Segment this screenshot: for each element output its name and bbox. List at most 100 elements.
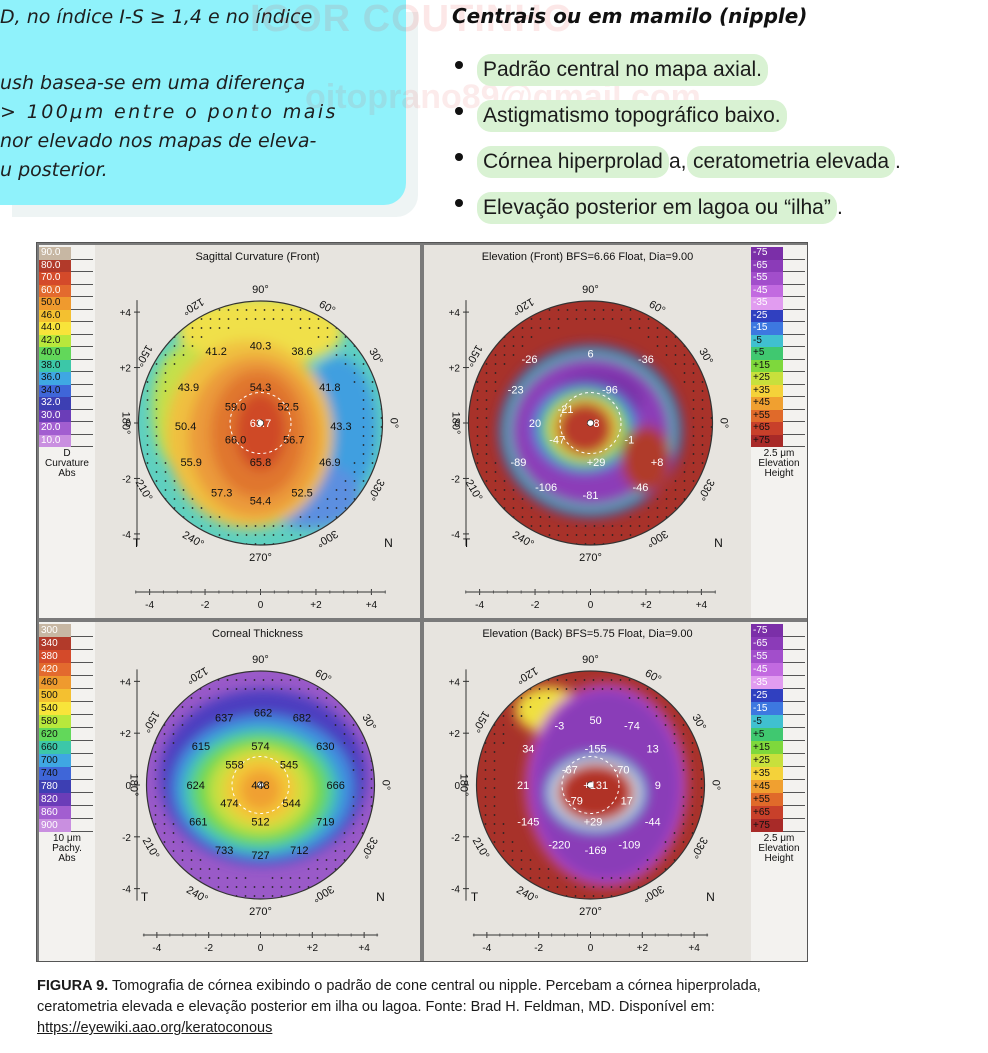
grid-dot — [362, 372, 365, 374]
grid-dot — [701, 444, 704, 446]
grid-dot — [565, 679, 568, 681]
grid-dot — [245, 318, 248, 320]
scale-label: -25 — [751, 689, 783, 702]
grid-dot — [163, 751, 166, 753]
bullet-text: . — [895, 150, 901, 173]
grid-dot — [289, 688, 292, 690]
grid-dot — [494, 390, 497, 392]
map-value: 55.9 — [180, 457, 201, 469]
angle-label: 270° — [249, 906, 272, 918]
grid-dot — [629, 309, 632, 311]
grid-dot — [155, 453, 158, 455]
y-tick-label: +4 — [449, 308, 461, 319]
grid-dot — [629, 525, 632, 527]
grid-dot — [236, 534, 239, 536]
scale-label: +35 — [751, 384, 783, 397]
grid-dot — [289, 886, 292, 888]
grid-dot — [682, 733, 685, 735]
grid-dot — [502, 823, 505, 825]
scale-tick — [783, 793, 805, 806]
grid-dot — [503, 498, 506, 500]
grid-dot — [629, 516, 632, 518]
map-value: -81 — [583, 490, 599, 502]
angle-label: 120° — [514, 664, 540, 686]
grid-dot — [521, 327, 524, 329]
grid-dot — [146, 453, 149, 455]
grid-dot — [281, 318, 284, 320]
grid-dot — [190, 706, 193, 708]
scale-tick — [71, 780, 93, 793]
grid-dot — [217, 688, 220, 690]
grid-dot — [226, 886, 229, 888]
grid-dot — [325, 706, 328, 708]
grid-dot — [638, 525, 641, 527]
scale-label: 70.0 — [39, 272, 71, 285]
grid-dot — [583, 886, 586, 888]
grid-dot — [146, 390, 149, 392]
scale-label: 780 — [39, 780, 71, 793]
bullet-text: a, — [669, 150, 687, 173]
scale-unit: Abs — [39, 854, 95, 864]
map-value: -169 — [585, 845, 607, 857]
grid-dot — [154, 778, 157, 780]
scale-tick — [783, 702, 805, 715]
grid-dot — [344, 354, 347, 356]
scale-tick — [71, 410, 93, 422]
grid-dot — [575, 534, 578, 536]
grid-dot — [371, 408, 374, 410]
grid-dot — [539, 516, 542, 518]
scale-label: -45 — [751, 284, 783, 297]
grid-dot — [485, 390, 488, 392]
center-value: 63.7 — [250, 418, 271, 430]
grid-dot — [547, 688, 550, 690]
grid-dot — [628, 697, 631, 699]
grid-dot — [172, 850, 175, 852]
grid-dot — [530, 525, 533, 527]
grid-dot — [674, 354, 677, 356]
grid-dot — [254, 534, 257, 536]
grid-dot — [691, 751, 694, 753]
grid-dot — [574, 877, 577, 879]
pupil-circle — [229, 392, 292, 454]
grid-dot — [353, 480, 356, 482]
grid-dot — [674, 345, 677, 347]
x-tick-label: 0 — [588, 600, 594, 611]
grid-dot — [155, 462, 158, 464]
scale-label: 660 — [39, 741, 71, 754]
grid-dot — [181, 841, 184, 843]
pupil-circle — [231, 756, 290, 814]
y-tick-label: -2 — [451, 833, 460, 844]
grid-dot — [335, 498, 338, 500]
grid-dot — [511, 841, 514, 843]
grid-dot — [548, 309, 551, 311]
scale-label: 300 — [39, 624, 71, 637]
grid-dot — [181, 850, 184, 852]
grid-dot — [361, 760, 364, 762]
grid-dot — [163, 733, 166, 735]
y-tick-label: +4 — [120, 308, 132, 319]
grid-dot — [253, 679, 256, 681]
grid-dot — [281, 525, 284, 527]
scale-tick — [783, 819, 805, 832]
scale-label: 60.0 — [39, 284, 71, 297]
grid-dot — [494, 363, 497, 365]
grid-dot — [163, 787, 166, 789]
scale-tick — [783, 285, 805, 297]
grid-dot — [665, 489, 668, 491]
bullet-dot-icon — [455, 153, 463, 161]
grid-dot — [182, 489, 185, 491]
grid-dot — [485, 417, 488, 419]
grid-dot — [371, 426, 374, 428]
grid-dot — [701, 426, 704, 428]
map-value: +8 — [651, 457, 664, 469]
grid-dot — [272, 525, 275, 527]
grid-dot — [602, 534, 605, 536]
temporal-label: T — [463, 536, 471, 550]
grid-dot — [172, 724, 175, 726]
caption-link[interactable]: https://eyewiki.aao.org/keratoconous — [37, 1020, 273, 1036]
grid-dot — [236, 318, 239, 320]
grid-dot — [263, 525, 266, 527]
grid-dot — [362, 381, 365, 383]
map-value: 624 — [187, 780, 205, 792]
scale-label: -5 — [751, 334, 783, 347]
